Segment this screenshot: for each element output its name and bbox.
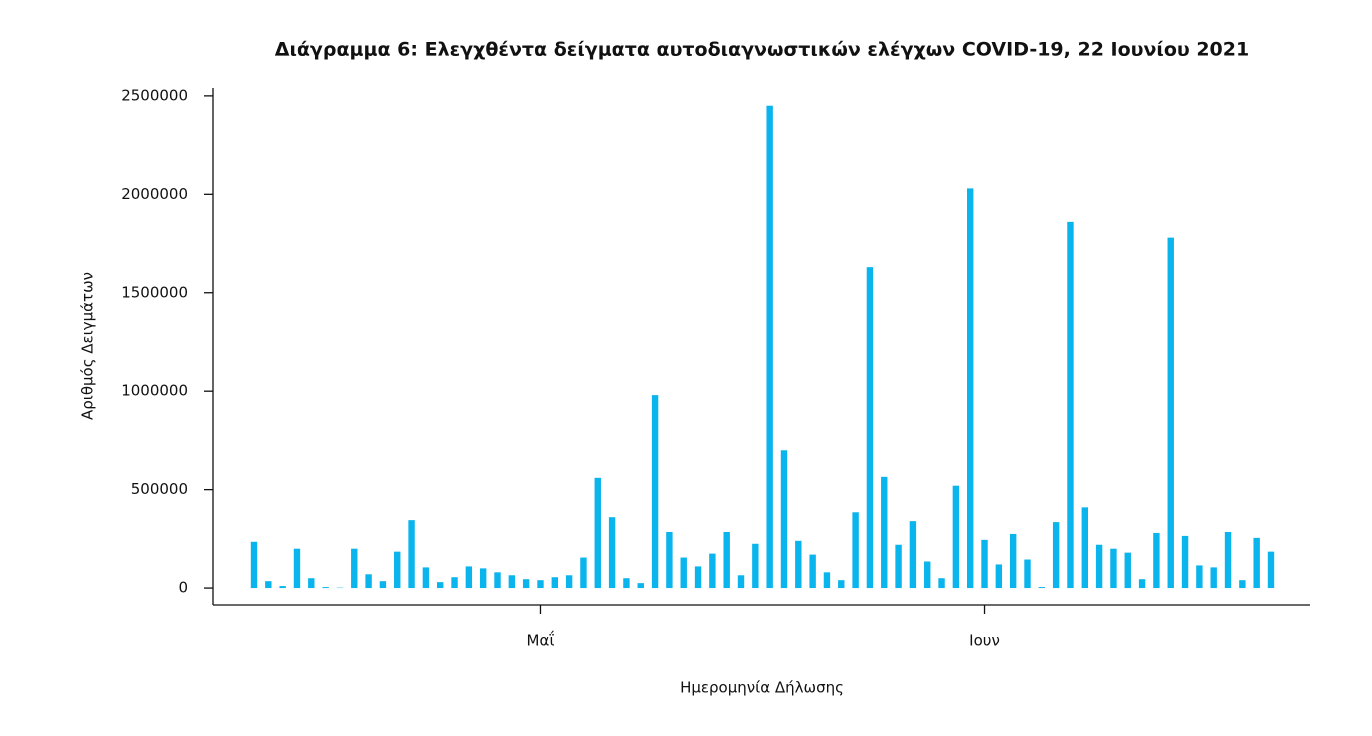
bar [1267, 551, 1275, 589]
bar [522, 579, 530, 589]
bar [1153, 532, 1160, 589]
bar [1253, 537, 1260, 589]
chart-title: Διάγραμμα 6: Ελεγχθέντα δείγματα αυτοδια… [275, 39, 1249, 61]
bar [752, 543, 759, 589]
y-tick-label: 2500000 [121, 86, 188, 104]
bar [1095, 544, 1103, 589]
bar [651, 395, 659, 589]
bar [938, 578, 945, 589]
bar [1239, 580, 1246, 589]
y-tick-label: 500000 [131, 480, 188, 498]
bar [379, 581, 387, 589]
bar [694, 566, 702, 589]
bar [637, 583, 644, 589]
bar [795, 540, 802, 589]
x-tick-label: Ιουν [969, 632, 1000, 650]
bar [408, 520, 415, 589]
bar [737, 575, 745, 589]
bar [838, 580, 845, 589]
bar [852, 512, 859, 589]
bar [680, 557, 687, 589]
bar [422, 567, 430, 589]
y-tick-label: 2000000 [121, 185, 188, 203]
bar [1067, 221, 1074, 589]
bar [952, 485, 960, 589]
bar [508, 575, 516, 589]
bar [909, 521, 917, 589]
bar [1124, 552, 1131, 589]
bar [1024, 559, 1031, 589]
y-tick-label: 1000000 [121, 382, 188, 400]
bar [293, 548, 301, 589]
bar [580, 557, 587, 589]
bar [1081, 507, 1088, 589]
y-axis-label: Αριθμός Δειγμάτων [79, 272, 97, 420]
bar [895, 544, 902, 589]
bar [465, 566, 473, 589]
bar [1181, 535, 1189, 589]
bar [265, 581, 272, 589]
bar [809, 554, 816, 589]
bar [565, 575, 573, 589]
bar [365, 574, 372, 589]
bar [723, 531, 730, 589]
bar [966, 188, 974, 589]
bar [666, 531, 673, 589]
bar [623, 578, 630, 589]
bar [351, 548, 358, 589]
bar [394, 551, 401, 589]
y-tick-label: 0 [178, 579, 188, 597]
x-axis-label: Ημερομηνία Δήλωσης [680, 679, 844, 697]
bar [780, 450, 788, 589]
bar [1210, 567, 1217, 589]
bar [451, 577, 458, 589]
bar [823, 572, 831, 589]
bar [551, 577, 559, 589]
bar [1009, 533, 1017, 589]
bar [279, 586, 286, 589]
bar [308, 578, 315, 589]
x-tick-label: Μαΐ [527, 630, 555, 650]
bar [608, 517, 616, 589]
bar [537, 580, 544, 589]
bar [1110, 548, 1117, 589]
bar [594, 477, 601, 589]
y-tick-label: 1500000 [121, 283, 188, 301]
bar [1196, 565, 1203, 589]
bar [1138, 579, 1146, 589]
bar [995, 564, 1003, 589]
bar [322, 587, 329, 589]
bar [1052, 522, 1060, 589]
bar [1038, 587, 1046, 589]
bar [1224, 531, 1232, 589]
bar [866, 267, 874, 589]
bar [437, 582, 444, 589]
bar [494, 572, 501, 589]
bar [924, 561, 931, 589]
bar [766, 105, 773, 589]
bar [881, 476, 888, 589]
bar [981, 539, 988, 589]
bar [479, 568, 487, 589]
bar [709, 553, 716, 589]
bar [1167, 237, 1174, 589]
bar [250, 541, 258, 589]
